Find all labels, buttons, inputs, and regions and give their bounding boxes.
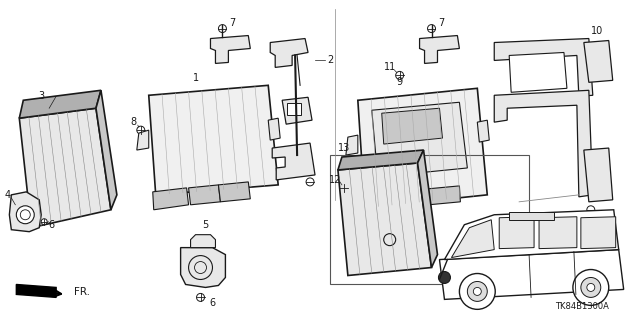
- Text: 7: 7: [229, 18, 236, 28]
- Text: 5: 5: [202, 220, 209, 230]
- Text: 11: 11: [383, 62, 396, 72]
- Polygon shape: [338, 163, 431, 276]
- Circle shape: [587, 284, 595, 292]
- Circle shape: [137, 126, 145, 134]
- Text: 4: 4: [4, 190, 10, 200]
- Circle shape: [41, 219, 47, 225]
- Polygon shape: [346, 135, 358, 155]
- Circle shape: [428, 25, 435, 33]
- Text: 2: 2: [327, 55, 333, 65]
- Polygon shape: [477, 120, 489, 142]
- Circle shape: [306, 178, 314, 186]
- Polygon shape: [211, 36, 250, 63]
- Text: TK84B1300A: TK84B1300A: [555, 302, 609, 311]
- Polygon shape: [272, 143, 315, 180]
- Polygon shape: [10, 192, 41, 232]
- Polygon shape: [494, 38, 593, 96]
- Circle shape: [587, 206, 595, 214]
- Polygon shape: [451, 220, 494, 258]
- Polygon shape: [362, 192, 396, 212]
- Polygon shape: [137, 130, 148, 150]
- Polygon shape: [17, 284, 56, 297]
- Circle shape: [396, 71, 404, 79]
- Polygon shape: [440, 250, 623, 300]
- Circle shape: [196, 293, 205, 301]
- Circle shape: [17, 206, 35, 224]
- Bar: [509, 212, 554, 220]
- Text: 12: 12: [329, 175, 341, 185]
- Polygon shape: [444, 210, 619, 260]
- Polygon shape: [584, 41, 612, 82]
- Polygon shape: [420, 36, 460, 63]
- Polygon shape: [19, 90, 101, 118]
- Polygon shape: [358, 88, 487, 208]
- Text: 3: 3: [38, 91, 44, 101]
- Polygon shape: [189, 185, 220, 205]
- Polygon shape: [282, 97, 312, 124]
- Text: FR.: FR.: [74, 287, 90, 297]
- Polygon shape: [581, 217, 616, 249]
- Text: 7: 7: [438, 18, 445, 28]
- Text: 6: 6: [48, 220, 54, 230]
- Circle shape: [573, 269, 609, 305]
- Bar: [330, 155, 529, 284]
- Polygon shape: [539, 217, 577, 249]
- Circle shape: [581, 277, 601, 297]
- Polygon shape: [372, 102, 467, 177]
- Text: 10: 10: [591, 26, 603, 36]
- Polygon shape: [338, 150, 424, 170]
- Circle shape: [438, 271, 451, 284]
- Polygon shape: [148, 85, 278, 195]
- Polygon shape: [153, 188, 189, 210]
- Polygon shape: [268, 118, 280, 140]
- Circle shape: [474, 287, 481, 295]
- Polygon shape: [191, 235, 216, 248]
- Polygon shape: [180, 248, 225, 287]
- Text: 9: 9: [397, 77, 403, 87]
- Polygon shape: [417, 150, 438, 268]
- Circle shape: [467, 282, 487, 301]
- Circle shape: [340, 184, 348, 192]
- Circle shape: [218, 25, 227, 33]
- Text: 6: 6: [209, 298, 216, 308]
- Polygon shape: [96, 90, 117, 210]
- Polygon shape: [19, 108, 111, 228]
- Polygon shape: [218, 182, 250, 202]
- Polygon shape: [499, 217, 534, 249]
- Polygon shape: [494, 90, 593, 197]
- Text: 13: 13: [338, 143, 350, 153]
- Text: 1: 1: [193, 73, 198, 83]
- Text: 8: 8: [131, 117, 137, 127]
- Polygon shape: [396, 189, 429, 208]
- Circle shape: [460, 274, 495, 309]
- Polygon shape: [428, 186, 460, 205]
- Polygon shape: [584, 148, 612, 202]
- Polygon shape: [381, 108, 442, 144]
- Bar: [287, 103, 301, 115]
- Polygon shape: [509, 52, 567, 92]
- Polygon shape: [270, 38, 308, 68]
